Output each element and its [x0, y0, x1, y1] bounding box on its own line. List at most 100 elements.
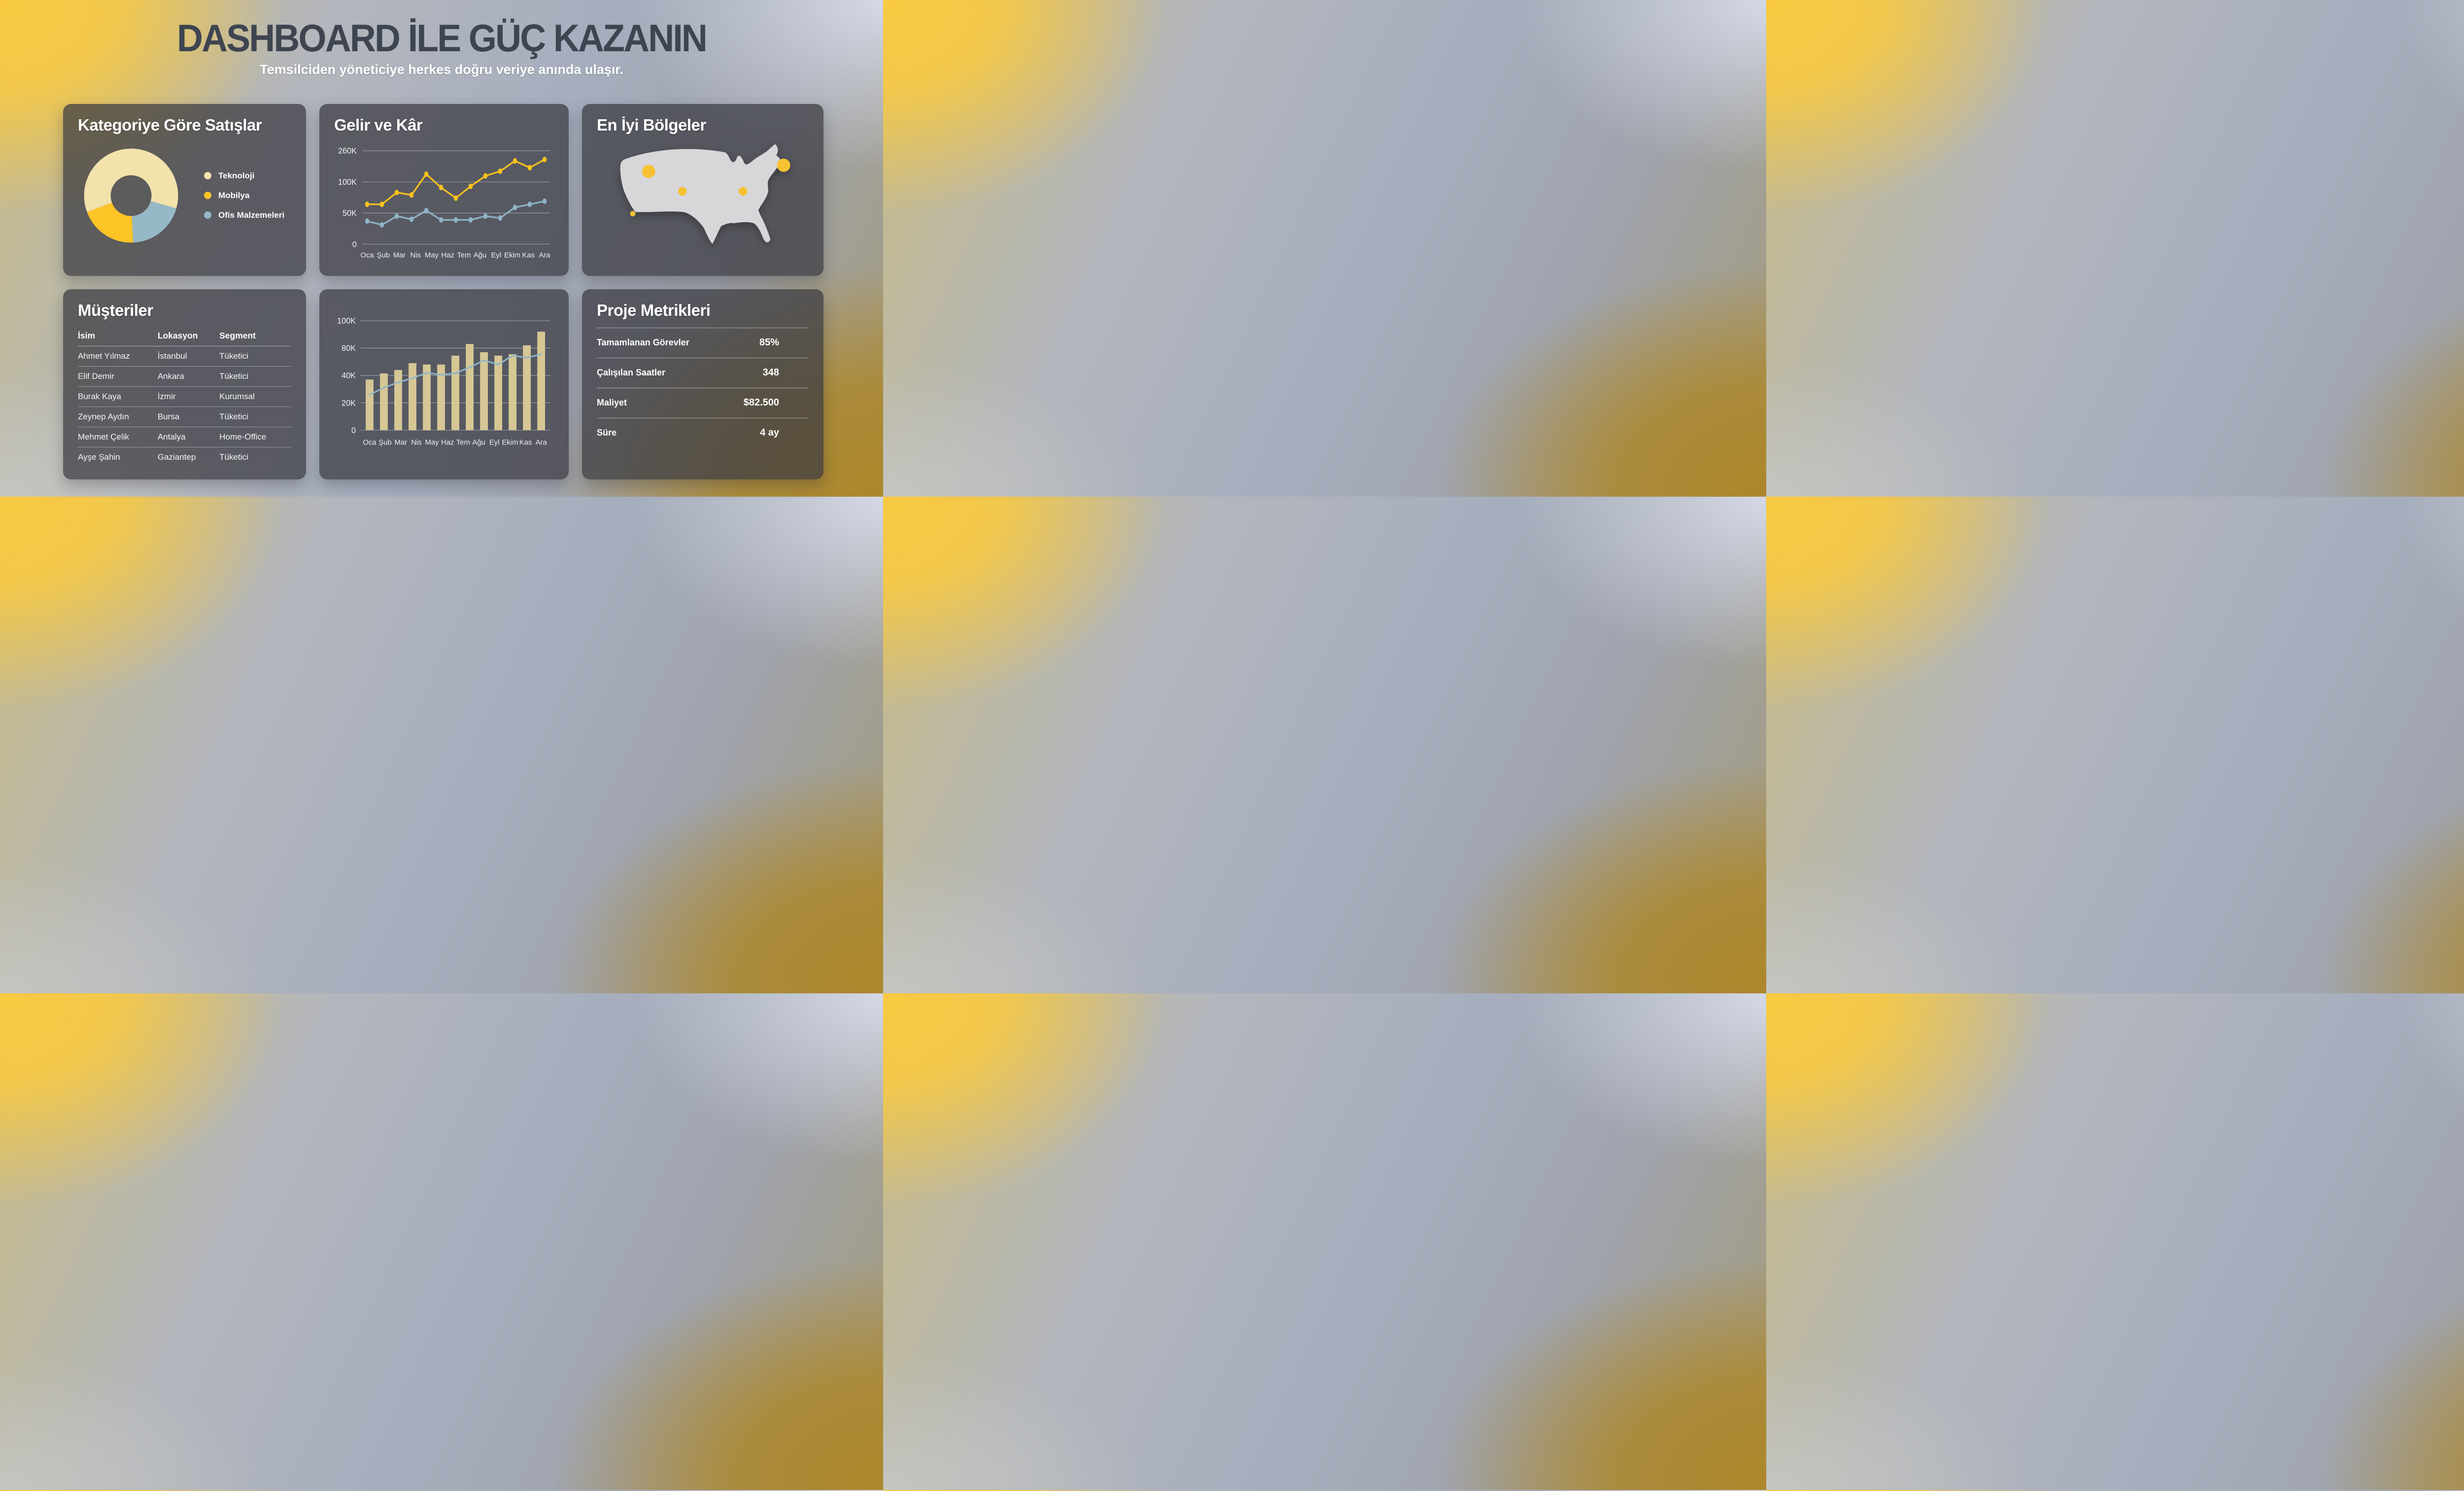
table-cell: Kurumsal	[219, 391, 255, 401]
region-dot-northwest	[642, 165, 655, 178]
metric-row: Çalışılan Saatler 348	[597, 357, 809, 388]
x-axis-label: May	[425, 251, 439, 259]
x-axis-label: Kas	[519, 439, 532, 446]
data-point	[498, 215, 503, 221]
bar	[480, 352, 488, 430]
table-cell: Home-Office	[219, 432, 267, 441]
region-dot-west-coast	[630, 210, 636, 216]
bar	[423, 364, 431, 430]
y-axis-label: 0	[352, 240, 357, 249]
metric-value: 4 ay	[760, 427, 779, 439]
x-axis-label: Haz	[441, 251, 454, 259]
bars	[366, 331, 546, 430]
legend-item: Teknoloji	[204, 171, 284, 181]
card-grid: Kategoriye Göre Satışlar Teknoloji Mobily…	[63, 103, 825, 479]
data-point	[409, 192, 414, 198]
y-axis-label: 0	[351, 426, 356, 435]
data-point	[394, 213, 399, 219]
card-title: Kategoriye Göre Satışlar	[78, 115, 262, 134]
legend-label: Teknoloji	[218, 170, 255, 180]
x-axis-label: Ağu	[474, 251, 486, 259]
data-point	[379, 222, 384, 228]
metric-value: 348	[762, 367, 779, 378]
series-kâr	[365, 198, 547, 228]
table-cell: Tüketici	[219, 371, 248, 381]
bar	[494, 355, 503, 430]
bar	[366, 379, 374, 430]
donut-segment-teknoloji	[84, 148, 178, 242]
data-point	[379, 201, 384, 207]
x-axis-label: Ekim	[502, 439, 518, 446]
table-cell: Bursa	[157, 411, 180, 421]
table-cell: Tüketici	[219, 411, 248, 421]
column-header: Lokasyon	[157, 330, 198, 340]
legend-item: Ofis Malzemeleri	[204, 210, 284, 220]
usa-map	[620, 144, 790, 244]
metric-row: Süre 4 ay	[597, 417, 809, 448]
x-axis-label: Ara	[536, 439, 548, 446]
donut-segment-ofis-malzemeleri	[84, 148, 178, 242]
x-axis-label: Ara	[539, 251, 550, 259]
table-row: Ahmet Yılmaz İstanbul Tüketici	[78, 346, 291, 367]
card-title: Proje Metrikleri	[597, 301, 711, 319]
bar	[451, 355, 459, 430]
card-customers: Müşteriler İsim Lokasyon Segment Ahmet Yıl…	[63, 289, 306, 479]
table-row: Zeynep Aydın Bursa Tüketici	[78, 407, 291, 427]
metric-label: Çalışılan Saatler	[597, 368, 666, 378]
category-donut-chart	[84, 148, 178, 242]
table-cell: İstanbul	[157, 351, 187, 361]
table-cell: Elif Demir	[78, 371, 114, 381]
map-wrap	[597, 140, 809, 265]
bar	[466, 343, 474, 430]
x-axis-label: Şub	[378, 439, 391, 446]
dashboard-page: DASHBOARD İLE GÜÇ KAZANIN Temsilciden yö…	[0, 0, 883, 497]
table-row: Burak Kaya İzmir Kurumsal	[78, 386, 291, 407]
y-axis-label: 80K	[342, 344, 356, 353]
data-point	[527, 165, 532, 170]
gridlines	[360, 320, 550, 431]
card-sales-by-category: Kategoriye Göre Satışlar Teknoloji Mobily…	[63, 103, 306, 276]
x-axis-label: Mar	[394, 439, 407, 446]
x-axis-label: Nis	[411, 439, 421, 446]
page-header: DASHBOARD İLE GÜÇ KAZANIN Temsilciden yö…	[0, 0, 883, 77]
x-axis-label: Oca	[360, 251, 374, 259]
donut-row: Teknoloji Mobilya Ofis Malzemeleri	[78, 143, 291, 248]
usa-silhouette	[620, 144, 781, 244]
legend-label: Mobilya	[218, 190, 250, 200]
series-gelir	[365, 156, 547, 207]
metric-label: Maliyet	[597, 398, 627, 408]
y-axis-label: 100K	[337, 316, 356, 325]
bar	[437, 364, 445, 430]
legend-swatch-icon	[204, 211, 211, 219]
legend-swatch-icon	[204, 172, 211, 180]
data-point	[453, 195, 458, 201]
table-cell: Gaziantep	[157, 452, 196, 462]
legend-swatch-icon	[204, 192, 211, 200]
bar	[537, 331, 546, 430]
region-dot-great-lakes	[739, 187, 748, 196]
region-dot-northeast	[777, 158, 790, 172]
y-axis-label: 260K	[338, 146, 357, 155]
y-axis-label: 40K	[342, 371, 356, 380]
x-axis-label: Oca	[363, 439, 376, 446]
data-point	[394, 189, 399, 195]
card-title: Gelir ve Kâr	[334, 115, 423, 134]
y-axis-label: 20K	[342, 399, 356, 407]
legend-label: Ofis Malzemeleri	[218, 210, 285, 220]
monthly-bar-chart: 100K 80K 40K 20K 0 Oca Şub Mar Nis May Haz Tem Ağu Ey…	[337, 316, 550, 446]
card-monthly-bars: 100K 80K 40K 20K 0 Oca Şub Mar Nis May Haz Tem Ağu Ey…	[319, 289, 569, 479]
table-cell: Tüketici	[219, 351, 248, 361]
x-axis-label: Ekim	[504, 251, 520, 259]
page-title: DASHBOARD İLE GÜÇ KAZANIN	[176, 16, 708, 60]
x-axis-label: Haz	[441, 439, 454, 446]
data-point	[542, 198, 547, 204]
gridlines	[362, 150, 550, 244]
data-point	[365, 201, 370, 207]
card-top-regions: En İyi Bölgeler	[582, 103, 823, 276]
data-point	[513, 158, 517, 164]
data-point	[542, 156, 547, 162]
x-axis-label: Kas	[522, 251, 535, 259]
data-point	[513, 204, 517, 210]
table-cell: Mehmet Çelik	[78, 432, 129, 441]
